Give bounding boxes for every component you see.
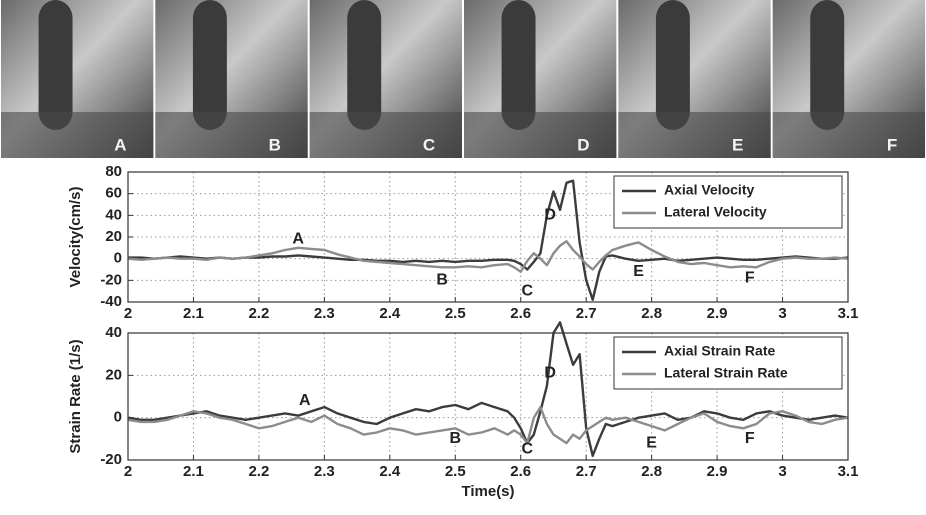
- x-tick-label: 3.1: [838, 305, 859, 322]
- annotation: C: [521, 282, 533, 299]
- y-tick-label: 80: [105, 163, 122, 180]
- y-axis-label: Strain Rate (1/s): [67, 339, 84, 453]
- y-axis-label: Velocity(cm/s): [67, 187, 84, 288]
- x-tick-label: 2.2: [248, 305, 269, 322]
- annotation: A: [299, 392, 311, 409]
- annotation: C: [521, 441, 533, 458]
- frame-label: D: [577, 135, 589, 154]
- y-tick-label: -40: [100, 293, 122, 310]
- annotation: A: [292, 230, 304, 247]
- frame-label: F: [887, 135, 897, 154]
- x-tick-label: 2.5: [445, 305, 466, 322]
- x-axis-label: Time(s): [461, 483, 514, 500]
- annotation: B: [436, 272, 448, 289]
- x-tick-label: 2: [124, 463, 132, 480]
- y-tick-label: -20: [100, 451, 122, 468]
- y-tick-label: 60: [105, 185, 122, 202]
- x-tick-label: 3: [778, 305, 786, 322]
- axes-frame: [127, 171, 849, 303]
- x-tick-label: 2.1: [183, 305, 204, 322]
- y-tick-label: -20: [100, 271, 122, 288]
- photo-floor: [618, 112, 771, 158]
- annotation: D: [544, 207, 556, 224]
- photo-figure: [501, 0, 536, 130]
- x-tick-label: 3.1: [838, 463, 859, 480]
- x-tick-label: 2.4: [379, 463, 401, 480]
- axes-frame: [127, 332, 849, 461]
- x-tick-label: 2.1: [183, 463, 204, 480]
- frame-label: C: [423, 135, 435, 154]
- y-tick-label: 20: [105, 228, 122, 245]
- photo-floor: [155, 112, 308, 158]
- x-tick-label: 2.9: [707, 463, 728, 480]
- y-tick-label: 0: [114, 250, 122, 267]
- line: [127, 405, 849, 445]
- x-tick-label: 2.7: [576, 305, 597, 322]
- legend-box: [613, 336, 843, 390]
- photo-figure: [655, 0, 690, 130]
- photo-floor: [309, 112, 462, 158]
- photo-figure: [347, 0, 382, 130]
- x-tick-label: 2.4: [379, 305, 401, 322]
- y-tick-label: 40: [105, 324, 122, 341]
- line: [127, 321, 849, 457]
- frame-label: A: [114, 135, 126, 154]
- x-tick-label: 3: [778, 463, 786, 480]
- x-tick-label: 2.7: [576, 463, 597, 480]
- legend-label: Axial Velocity: [664, 182, 754, 198]
- frame-label: E: [732, 135, 743, 154]
- annotation: F: [745, 430, 755, 447]
- photo-figure: [38, 0, 73, 130]
- annotation: E: [646, 434, 657, 451]
- y-tick-label: 40: [105, 206, 122, 223]
- legend-label: Lateral Velocity: [664, 204, 767, 220]
- annotation: F: [745, 269, 755, 286]
- x-tick-label: 2.6: [510, 305, 531, 322]
- photo-strip: A B C D E F: [1, 0, 925, 158]
- x-tick-label: 2: [124, 305, 132, 322]
- x-tick-label: 2.8: [641, 305, 662, 322]
- x-tick-label: 2.3: [314, 463, 335, 480]
- annotation: E: [633, 263, 644, 280]
- photo-figure: [192, 0, 227, 130]
- legend-label: Axial Strain Rate: [664, 343, 775, 359]
- x-tick-label: 2.3: [314, 305, 335, 322]
- x-tick-label: 2.9: [707, 305, 728, 322]
- line: [127, 240, 849, 273]
- x-tick-label: 2.8: [641, 463, 662, 480]
- photo-floor: [464, 112, 617, 158]
- annotation: D: [544, 364, 556, 381]
- photo-floor: [1, 112, 154, 158]
- photo-floor: [772, 112, 925, 158]
- photo-figure: [810, 0, 845, 130]
- frame-label: B: [269, 135, 281, 154]
- x-tick-label: 2.5: [445, 463, 466, 480]
- legend-label: Lateral Strain Rate: [664, 365, 788, 381]
- y-tick-label: 0: [114, 409, 122, 426]
- legend-box: [613, 175, 843, 229]
- y-tick-label: 20: [105, 366, 122, 383]
- x-tick-label: 2.6: [510, 463, 531, 480]
- annotation: B: [449, 430, 461, 447]
- x-tick-label: 2.2: [248, 463, 269, 480]
